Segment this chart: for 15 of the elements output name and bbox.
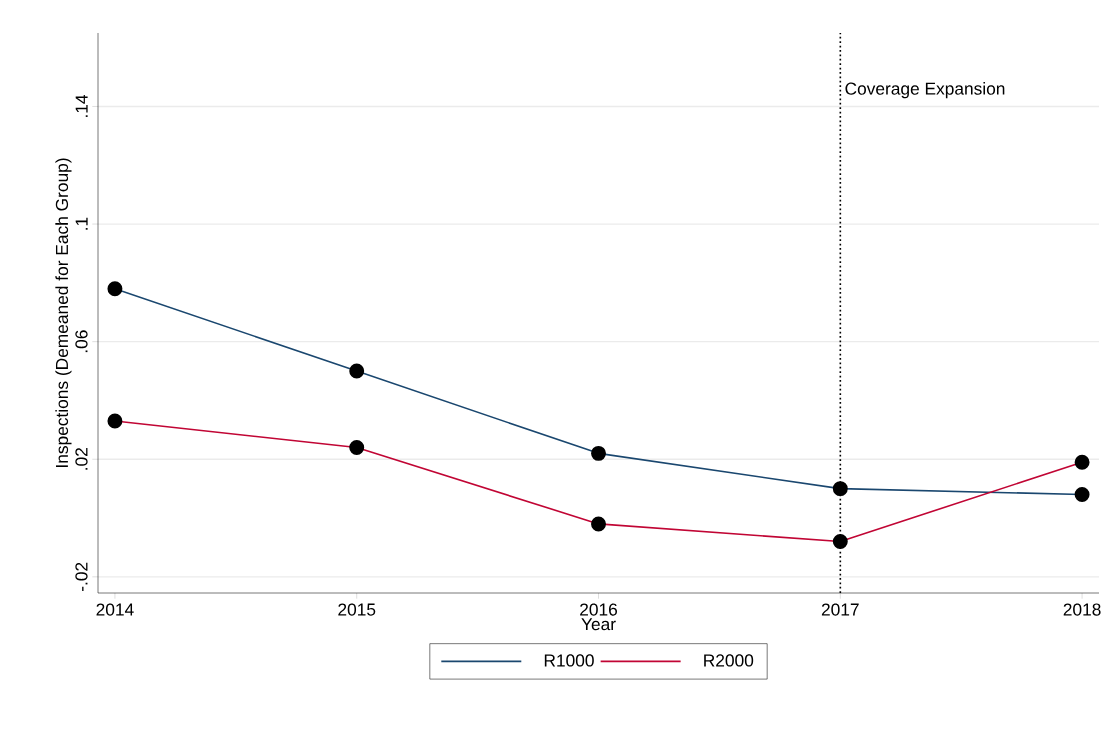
- y-tick-label: .02: [75, 448, 88, 470]
- x-tick-label: 2015: [338, 603, 376, 616]
- y-tick-label: .14: [75, 94, 88, 117]
- y-tick-label: .06: [75, 330, 88, 353]
- x-axis-title: Year: [581, 618, 616, 631]
- y-tick-label: -.02: [75, 562, 88, 591]
- y-axis-title: Inspections (Demeaned for Each Group): [55, 158, 72, 467]
- legend-label: R2000: [704, 654, 754, 667]
- ref-line-label: Coverage Expansion: [845, 82, 1005, 99]
- legend-label: R1000: [544, 654, 594, 667]
- x-tick-label: 2016: [580, 603, 618, 616]
- x-tick-label: 2017: [821, 603, 859, 616]
- x-tick-label: 2014: [96, 603, 134, 616]
- y-tick-label: .1: [75, 217, 88, 230]
- x-tick-label: 2018: [1063, 603, 1101, 616]
